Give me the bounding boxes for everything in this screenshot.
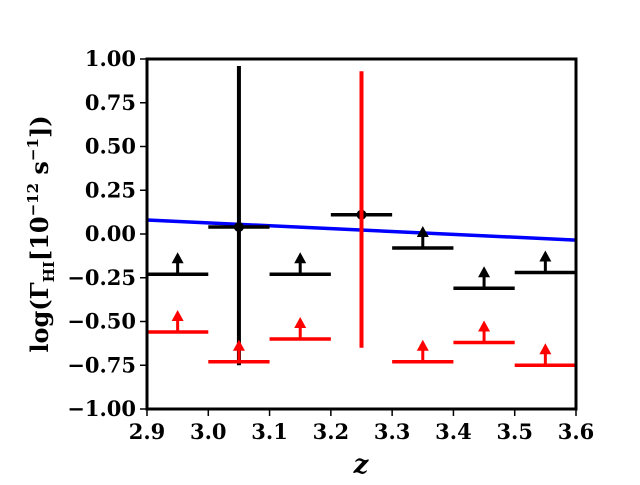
series-1-point-5-arrow-head — [478, 320, 491, 332]
series-0-point-1 — [208, 66, 270, 366]
series-0-point-6-arrow-head — [539, 250, 552, 262]
series-0-point-1-marker — [233, 222, 244, 232]
series-1-point-6-arrow-head — [539, 343, 552, 355]
y-tick-label-6: −0.50 — [67, 309, 136, 334]
y-tick-label-8: −1.00 — [67, 396, 136, 421]
y-axis-title-sup: −12 — [24, 183, 42, 216]
series-1-point-1 — [208, 339, 270, 364]
x-tick-label-2: 3.1 — [251, 419, 288, 444]
series-0-point-0-arrow-head — [171, 252, 184, 264]
series-0-point-5-arrow-head — [478, 266, 491, 278]
x-tick-label-5: 3.4 — [435, 419, 472, 444]
y-axis-title-end: ]) — [25, 115, 54, 138]
series-1-point-0-arrow-head — [171, 310, 184, 321]
series-0-point-4 — [392, 226, 454, 250]
x-tick-label-4: 3.3 — [374, 419, 411, 444]
series-0-point-6 — [514, 250, 576, 275]
x-tick-label-0: 2.9 — [129, 419, 166, 444]
y-tick-label-7: −0.75 — [67, 352, 136, 377]
x-tick-label-3: 3.2 — [313, 419, 350, 444]
x-axis-title: z — [353, 450, 370, 480]
y-tick-label-1: 0.75 — [85, 90, 136, 115]
x-tick-label-1: 3.0 — [190, 419, 227, 444]
series-1-point-5 — [453, 320, 515, 345]
y-axis-title-unit: s — [25, 161, 54, 183]
series-0-point-4-arrow-head — [416, 226, 429, 237]
y-axis-title-mid: [10 — [25, 216, 54, 261]
x-tick-label-7: 3.6 — [558, 419, 595, 444]
series-0-point-5 — [453, 266, 515, 290]
series-1-point-2-arrow-head — [294, 317, 307, 328]
y-tick-label-0: 1.00 — [85, 46, 136, 71]
y-axis-title-main: log(Γ — [25, 282, 54, 352]
series-1-point-2 — [269, 317, 331, 341]
plot-area — [146, 66, 577, 367]
series-1-point-0 — [147, 310, 209, 334]
y-tick-label-2: 0.50 — [85, 134, 136, 159]
y-axis-title: log(ΓHI[10−12 s−1]) — [24, 115, 58, 352]
y-axis-title-unit-sup: −1 — [24, 138, 42, 161]
series-0-point-2 — [269, 252, 331, 276]
series-0-point-0 — [147, 252, 209, 276]
series-0-point-2-arrow-head — [294, 252, 307, 264]
y-tick-label-3: 0.25 — [85, 177, 136, 202]
y-axis-title-sub: HI — [40, 261, 58, 282]
series-1-point-1-arrow-head — [232, 339, 245, 351]
y-tick-label-5: −0.25 — [67, 265, 136, 290]
x-tick-label-6: 3.5 — [496, 419, 533, 444]
ticks: 2.9 3.0 3.1 3.2 3.3 3.4 3.5 3.6 1.00 0.75 0.50 0.25… — [67, 46, 594, 444]
y-tick-label-4: 0.00 — [85, 221, 136, 246]
series-1-point-4 — [392, 339, 454, 364]
series-1-point-6 — [514, 343, 576, 367]
series-1-point-4-arrow-head — [416, 339, 429, 351]
